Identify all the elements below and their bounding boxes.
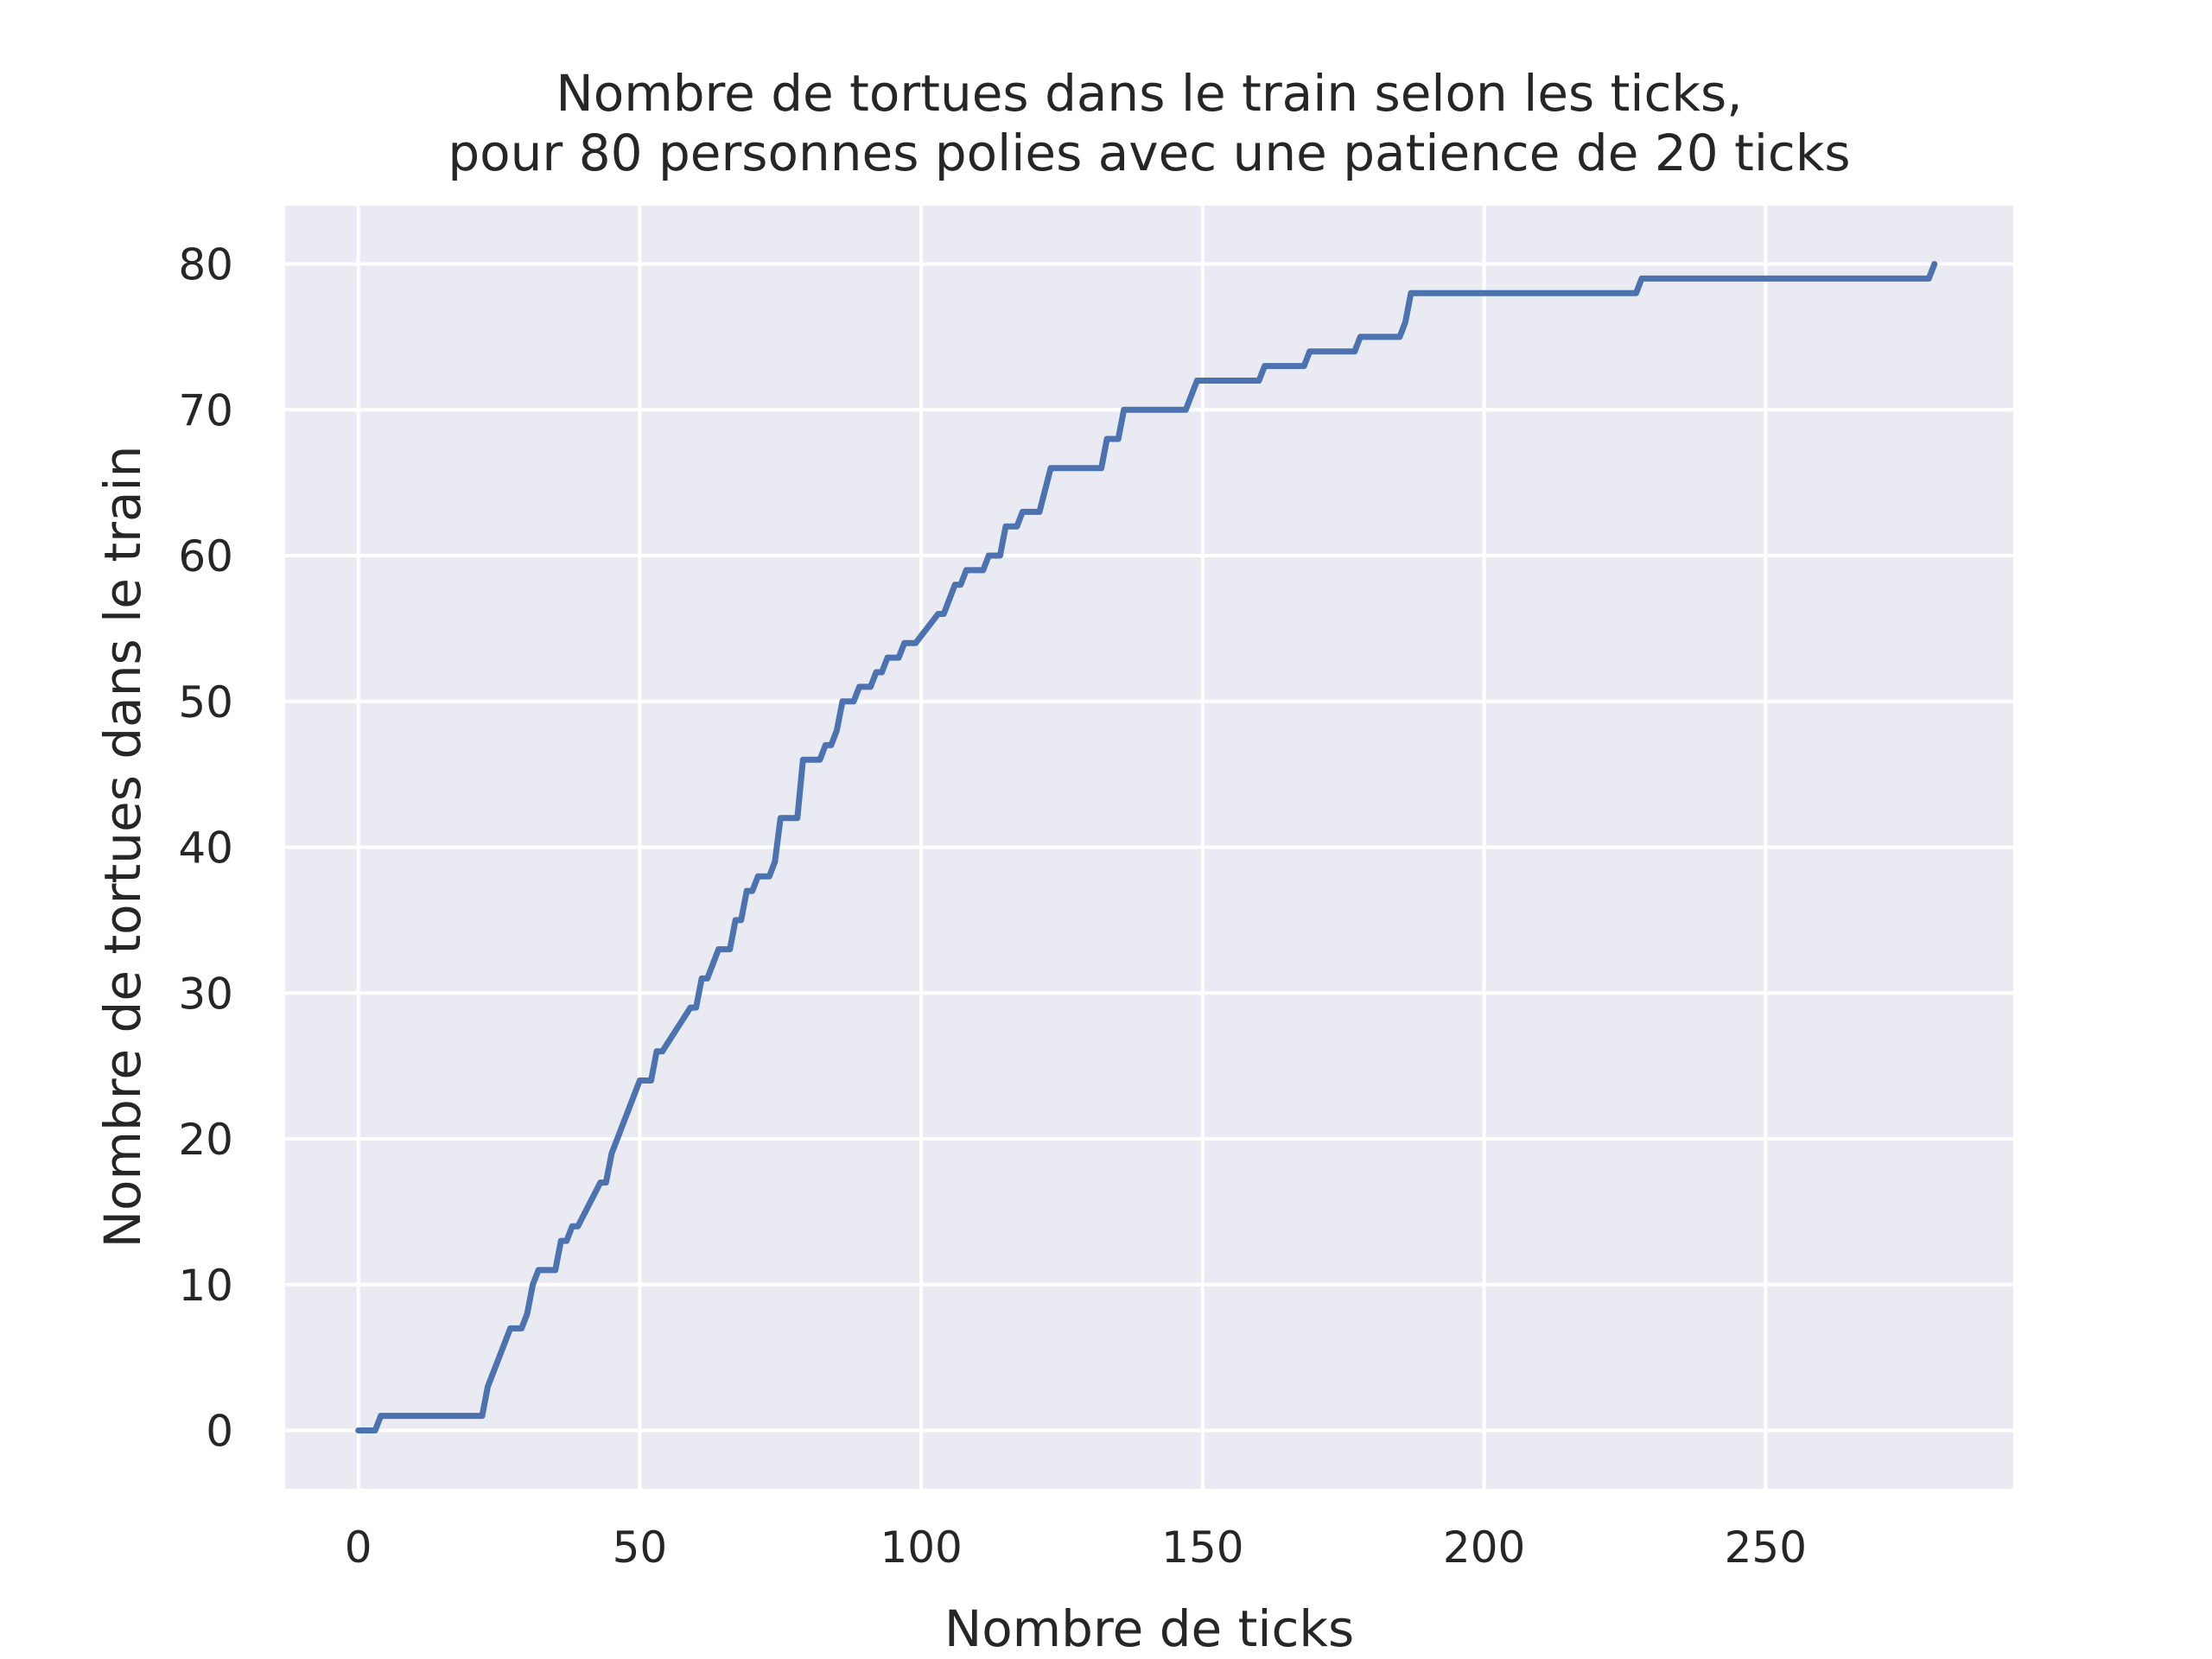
y-tick-label-80: 80 bbox=[178, 240, 233, 290]
x-tick-label-250: 250 bbox=[1725, 1522, 1807, 1573]
x-tick-label-150: 150 bbox=[1161, 1522, 1243, 1573]
y-tick-label-30: 30 bbox=[178, 969, 233, 1019]
chart-title-line-1: Nombre de tortues dans le train selon le… bbox=[556, 64, 1742, 123]
x-tick-label-50: 50 bbox=[613, 1522, 668, 1573]
y-tick-label-0: 0 bbox=[206, 1407, 233, 1457]
x-tick-labels: 0 50 100 150 200 250 bbox=[345, 1522, 1807, 1573]
y-tick-label-60: 60 bbox=[178, 531, 233, 582]
x-tick-label-0: 0 bbox=[345, 1522, 372, 1573]
y-tick-label-10: 10 bbox=[178, 1261, 233, 1311]
y-tick-label-70: 70 bbox=[178, 385, 233, 435]
x-axis-label: Nombre de ticks bbox=[944, 1599, 1354, 1658]
y-tick-label-50: 50 bbox=[178, 677, 233, 728]
y-tick-label-40: 40 bbox=[178, 823, 233, 874]
y-tick-labels: 0 10 20 30 40 50 60 70 80 bbox=[178, 240, 233, 1457]
chart-title-line-2: pour 80 personnes polies avec une patien… bbox=[448, 124, 1850, 182]
series-line-0 bbox=[355, 261, 1938, 1433]
x-tick-label-100: 100 bbox=[880, 1522, 962, 1573]
series-layer bbox=[355, 261, 1938, 1433]
y-tick-label-20: 20 bbox=[178, 1115, 233, 1165]
y-axis-label: Nombre de tortues dans le train bbox=[93, 446, 152, 1249]
x-tick-label-200: 200 bbox=[1443, 1522, 1525, 1573]
